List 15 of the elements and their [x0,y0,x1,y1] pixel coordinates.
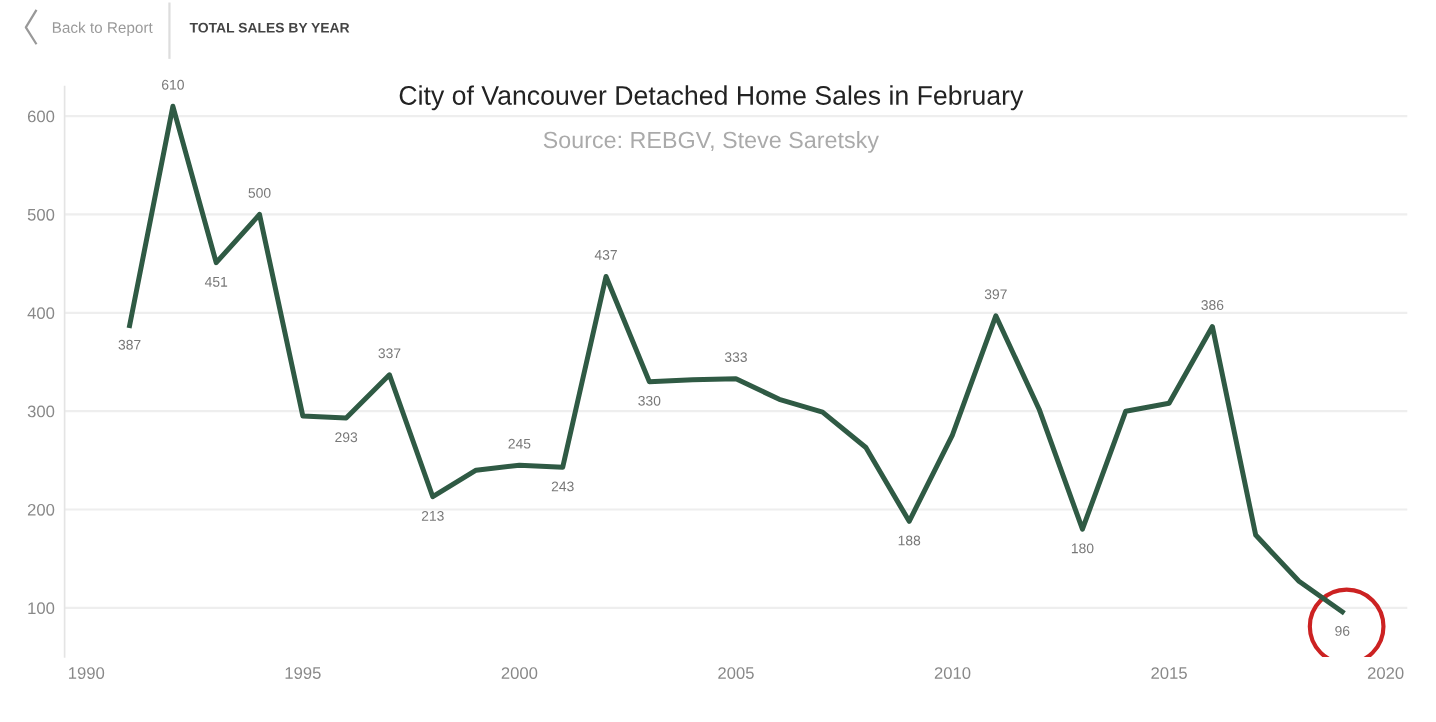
chart-title: City of Vancouver Detached Home Sales in February [399,85,1024,111]
x-tick-label: 1995 [285,667,321,679]
y-tick-label: 600 [27,110,55,123]
x-tick-label: 1990 [69,667,105,679]
y-tick-label: 200 [27,503,55,516]
x-tick-label: 2005 [718,667,754,679]
y-tick-label: 300 [27,405,55,418]
text: Source: REBGV, Steve Saretsky [543,131,879,153]
x-tick-label: 2010 [934,667,971,679]
x-tick-label: 2000 [501,667,538,679]
y-tick-label: 100 [28,602,55,615]
y-tick-label: 400 [27,307,55,320]
y-tick-label: 500 [27,208,55,221]
x-tick-label: 2015 [1151,667,1187,679]
x-tick-label: 2020 [1367,667,1404,679]
